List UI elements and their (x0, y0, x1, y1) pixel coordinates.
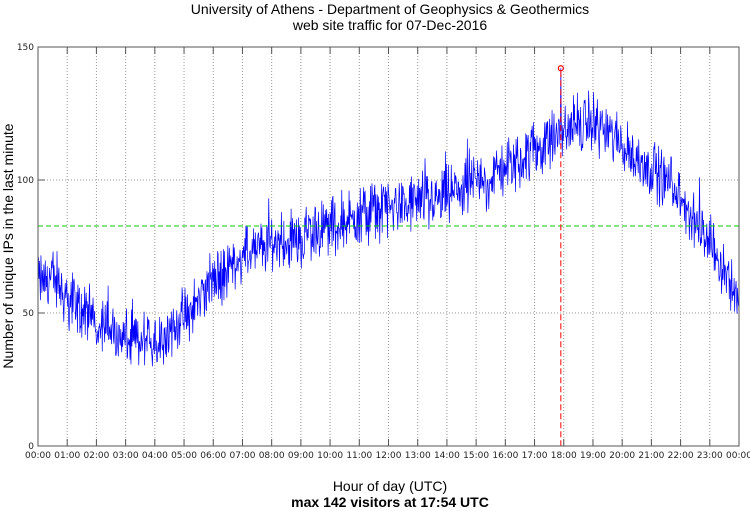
x-tick-label: 07:00 (229, 451, 255, 461)
x-tick-label: 08:00 (259, 451, 285, 461)
max-point-marker (557, 65, 564, 72)
x-tick-label: 17:00 (522, 451, 548, 461)
x-tick-label: 05:00 (171, 451, 197, 461)
x-tick-label: 06:00 (200, 451, 226, 461)
grid-lines (38, 47, 739, 446)
traffic-series-line (37, 68, 739, 367)
x-tick-label: 03:00 (113, 451, 139, 461)
x-tick-label: 13:00 (405, 451, 431, 461)
y-tick-label: 50 (23, 309, 35, 319)
y-tick-label: 150 (17, 43, 34, 53)
x-tick-label: 09:00 (288, 451, 314, 461)
x-tick-label: 23:00 (697, 451, 723, 461)
plot-frame (37, 46, 740, 447)
x-tick-label: 22:00 (668, 451, 694, 461)
x-tick-label: 20:00 (609, 451, 635, 461)
y-axis-label: Number of unique IPs in the last minute (0, 123, 16, 368)
x-tick-label: 00:00 (726, 451, 750, 461)
x-tick-label: 04:00 (142, 451, 168, 461)
series-line (37, 68, 739, 367)
x-tick-label: 00:00 (25, 451, 51, 461)
x-tick-label: 18:00 (551, 451, 577, 461)
x-tick-label: 11:00 (346, 451, 372, 461)
y-tick-label: 100 (17, 176, 34, 186)
x-axis-label: Hour of day (UTC) (333, 478, 447, 494)
chart-subtitle: web site traffic for 07-Dec-2016 (292, 17, 487, 33)
x-tick-label: 02:00 (83, 451, 109, 461)
x-tick-label: 10:00 (317, 451, 343, 461)
x-tick-label: 21:00 (638, 451, 664, 461)
chart-title: University of Athens - Department of Geo… (191, 1, 589, 17)
y-tick-label: 0 (28, 442, 34, 452)
x-tick-label: 15:00 (463, 451, 489, 461)
max-note: max 142 visitors at 17:54 UTC (291, 494, 489, 510)
x-tick-label: 01:00 (54, 451, 80, 461)
x-tick-label: 19:00 (580, 451, 606, 461)
axis-ticks: 00:00 01:00 02:00 03:00 04:00 05:00 06:00 07:00… (17, 43, 750, 461)
x-tick-label: 12:00 (376, 451, 402, 461)
x-tick-label: 16:00 (492, 451, 518, 461)
x-tick-label: 14:00 (434, 451, 460, 461)
